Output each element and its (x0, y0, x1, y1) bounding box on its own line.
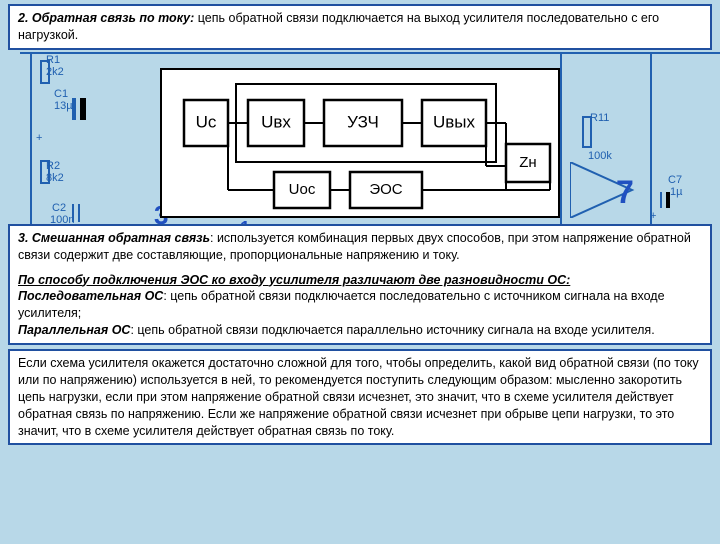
bg-label: 2k2 (46, 66, 64, 78)
svg-text:Uос: Uос (289, 181, 316, 198)
box3-p2-title: По способу подключения ЭОС ко входу усил… (18, 273, 570, 287)
box4-body: Если схема усилителя окажется достаточно… (18, 356, 699, 438)
box3-p2b-body: : цепь обратной связи подключается парал… (130, 323, 654, 337)
box3-p1-title: 3. Смешанная обратная связь (18, 231, 210, 245)
bg-label: + (36, 132, 42, 144)
bg-label: R1 (46, 54, 60, 66)
svg-text:Uвх: Uвх (261, 112, 291, 131)
svg-text:ЭОС: ЭОС (369, 181, 402, 198)
svg-text:Uвых: Uвых (433, 112, 476, 131)
bg-label: 13µ (54, 100, 73, 112)
box3-p2a-title: Последовательная ОС (18, 289, 163, 303)
box3-p2b-title: Параллельная ОС (18, 323, 130, 337)
bg-label: R2 (46, 160, 60, 172)
bg-label: 1µ (670, 186, 682, 198)
svg-text:Uc: Uc (196, 112, 217, 131)
svg-text:УЗЧ: УЗЧ (347, 112, 379, 131)
block-diagram: Uc Uвх УЗЧ Uвых Zн Uос ЭОС (160, 68, 560, 218)
box-3: 3. Смешанная обратная связь: используетс… (8, 224, 712, 345)
bg-label: R11 (590, 112, 609, 124)
bg-label: 100k (588, 150, 612, 162)
bg-num-7: 7 (616, 174, 634, 211)
svg-text:Zн: Zн (519, 154, 536, 171)
box-2: 2. Обратная связь по току: цепь обратной… (8, 4, 712, 50)
bg-label: 8k2 (46, 172, 64, 184)
bg-label: + (650, 210, 656, 222)
box-4: Если схема усилителя окажется достаточно… (8, 349, 712, 445)
box2-title: 2. Обратная связь по току: (18, 11, 194, 25)
bg-label: C1 (54, 88, 68, 100)
bg-label: C7 (668, 174, 682, 186)
bg-label: C2 (52, 202, 66, 214)
